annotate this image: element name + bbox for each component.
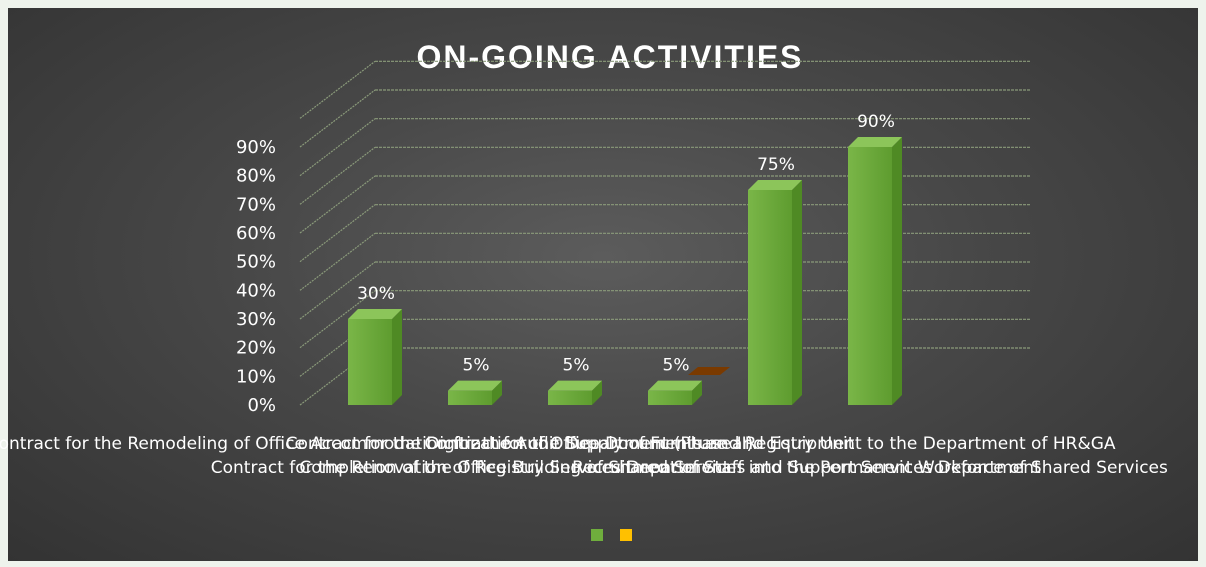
bar bbox=[448, 380, 502, 405]
category-labels: Contract for the Remodeling of Office Ac… bbox=[0, 434, 1168, 478]
y-tick-label: 80% bbox=[236, 166, 276, 187]
bars bbox=[348, 137, 902, 405]
y-tick-label: 10% bbox=[236, 366, 276, 387]
y-axis-ticks: 0% 10% 20% 30% 40% 50% 60% 70% 80% 90% bbox=[236, 137, 276, 416]
data-label: 30% bbox=[357, 284, 395, 304]
data-label: 5% bbox=[463, 356, 490, 376]
data-label: 5% bbox=[563, 356, 590, 376]
y-tick-label: 30% bbox=[236, 309, 276, 330]
gridline bbox=[299, 290, 1030, 349]
data-labels: 30% 5% 5% 5% 75% 90% bbox=[357, 112, 895, 376]
y-tick-label: 40% bbox=[236, 280, 276, 301]
legend bbox=[591, 529, 632, 541]
chart-panel bbox=[8, 8, 1198, 561]
gridline bbox=[299, 146, 1030, 205]
bar bbox=[548, 380, 602, 405]
x-tick-label: Completion of the Office Building of Sha… bbox=[299, 458, 1041, 478]
gridline bbox=[299, 60, 1030, 119]
bar bbox=[748, 180, 802, 405]
bar bbox=[848, 137, 902, 405]
chart-title: ON-GOING ACTIVITIES bbox=[416, 39, 803, 75]
y-tick-label: 20% bbox=[236, 338, 276, 359]
y-tick-label: 90% bbox=[236, 137, 276, 158]
y-tick-label: 60% bbox=[236, 223, 276, 244]
gridline bbox=[299, 204, 1030, 263]
x-tick-label: Contract for the Digitization of Office … bbox=[286, 434, 855, 454]
legend-swatch-series-2 bbox=[620, 529, 632, 541]
data-label: 5% bbox=[663, 356, 690, 376]
x-tick-label: Contract for the Remodeling of Office Ac… bbox=[0, 434, 753, 454]
y-tick-label: 0% bbox=[247, 395, 276, 416]
x-tick-label: Recruitment of Staff into the Permanent … bbox=[572, 458, 1168, 478]
legend-swatch-series-1 bbox=[591, 529, 603, 541]
x-tick-label: Contract for the Supply of Furniture and… bbox=[424, 434, 1115, 454]
gridline bbox=[299, 175, 1030, 234]
gridlines bbox=[299, 60, 1030, 406]
bar-series-2 bbox=[688, 367, 730, 375]
gridline bbox=[299, 89, 1030, 148]
gridline bbox=[299, 118, 1030, 177]
gridline bbox=[299, 261, 1030, 320]
y-tick-label: 50% bbox=[236, 252, 276, 273]
y-tick-label: 70% bbox=[236, 194, 276, 215]
bar bbox=[348, 309, 402, 405]
x-tick-label: Contract for the Renovation of Registry … bbox=[211, 458, 730, 478]
data-label: 90% bbox=[857, 112, 895, 132]
bar bbox=[648, 380, 702, 405]
data-label: 75% bbox=[757, 155, 795, 175]
gridline bbox=[299, 232, 1030, 291]
